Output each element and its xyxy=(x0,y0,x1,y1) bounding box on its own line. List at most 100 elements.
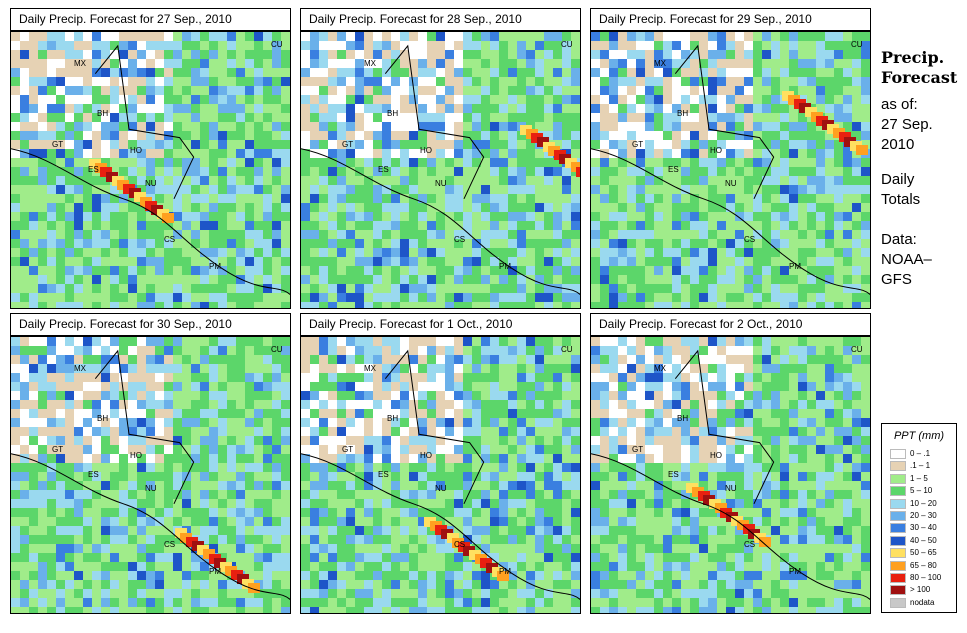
country-label: NU xyxy=(145,179,157,188)
forecast-panel: Daily Precip. Forecast for 28 Sep., 2010… xyxy=(300,8,581,309)
legend-swatch xyxy=(890,473,906,484)
country-label: CS xyxy=(454,540,466,549)
country-label: ES xyxy=(378,470,389,479)
country-label: PM xyxy=(209,567,221,576)
panel-title: Daily Precip. Forecast for 1 Oct., 2010 xyxy=(300,313,581,336)
country-label: NU xyxy=(435,179,447,188)
daily-totals-label: Daily Totals xyxy=(881,171,921,208)
legend-label: 80 – 100 xyxy=(910,573,942,582)
country-label: CS xyxy=(454,235,466,244)
country-label: CU xyxy=(561,40,573,49)
country-label: HO xyxy=(130,146,142,155)
legend-label: > 100 xyxy=(910,585,931,595)
legend-label: 1 – 5 xyxy=(910,473,928,483)
country-label: CS xyxy=(164,540,176,549)
country-label: GT xyxy=(632,140,644,149)
country-label: MX xyxy=(654,364,666,373)
legend-swatch xyxy=(890,486,906,497)
legend-swatch xyxy=(890,573,906,583)
legend-label: 40 – 50 xyxy=(910,535,937,545)
precip-grid xyxy=(11,32,290,308)
country-label: GT xyxy=(52,140,64,149)
country-label: CU xyxy=(851,40,863,49)
country-label: HO xyxy=(420,451,432,460)
legend-swatch xyxy=(890,597,906,608)
forecast-panel: Daily Precip. Forecast for 30 Sep., 2010… xyxy=(10,313,291,614)
country-label: BH xyxy=(97,414,109,423)
country-label: ES xyxy=(668,470,679,479)
country-label: CU xyxy=(271,40,283,49)
country-label: GT xyxy=(342,445,354,454)
forecast-panel: Daily Precip. Forecast for 1 Oct., 2010 M… xyxy=(300,313,581,614)
country-label: ES xyxy=(88,470,99,479)
precip-map: MX BH GT HO ES NU CS PM CU xyxy=(10,336,291,614)
country-label: HO xyxy=(710,146,722,155)
country-label: HO xyxy=(420,146,432,155)
legend-label: nodata xyxy=(910,597,935,607)
panel-title: Daily Precip. Forecast for 27 Sep., 2010 xyxy=(10,8,291,31)
country-label: NU xyxy=(435,484,447,493)
precip-grid xyxy=(11,337,290,613)
forecast-panel: Daily Precip. Forecast for 27 Sep., 2010… xyxy=(10,8,291,309)
country-label: ES xyxy=(378,165,389,174)
legend-label: .1 – 1 xyxy=(910,461,931,471)
precip-grid xyxy=(591,337,870,613)
country-label: MX xyxy=(364,364,376,373)
country-label: PM xyxy=(499,262,511,271)
precip-grid xyxy=(591,32,870,308)
legend-swatch xyxy=(890,585,906,596)
legend-label: 65 – 80 xyxy=(910,560,937,570)
legend-label: 5 – 10 xyxy=(910,486,933,496)
legend-swatch xyxy=(890,461,906,472)
precip-map: MX BH GT HO ES NU CS PM CU xyxy=(300,336,581,614)
legend-label: 10 – 20 xyxy=(910,498,937,508)
legend-title: PPT (mm) xyxy=(893,430,945,442)
country-label: NU xyxy=(145,484,157,493)
country-label: HO xyxy=(710,451,722,460)
forecast-panel: Daily Precip. Forecast for 2 Oct., 2010 M… xyxy=(590,313,871,614)
panel-title: Daily Precip. Forecast for 2 Oct., 2010 xyxy=(590,313,871,336)
legend-swatch xyxy=(890,449,906,459)
country-label: BH xyxy=(677,414,689,423)
legend-label: 0 – .1 xyxy=(910,449,931,458)
country-label: MX xyxy=(654,59,666,68)
legend-swatch xyxy=(890,560,906,571)
country-label: BH xyxy=(387,414,399,423)
country-label: NU xyxy=(725,484,737,493)
country-label: ES xyxy=(88,165,99,174)
legend-swatch xyxy=(890,535,906,546)
legend-swatch xyxy=(890,511,906,521)
precip-legend: PPT (mm) 0 – .1 .1 – 1 1 – 5 5 – 10 10 – 20 2… xyxy=(881,423,957,613)
country-label: BH xyxy=(677,109,689,118)
country-label: GT xyxy=(342,140,354,149)
country-label: GT xyxy=(632,445,644,454)
country-label: CS xyxy=(164,235,176,244)
forecast-title: Precip. Forecast xyxy=(881,48,958,87)
country-label: MX xyxy=(74,364,86,373)
legend-label: 50 – 65 xyxy=(910,548,937,558)
legend-swatch xyxy=(890,498,906,509)
precip-grid xyxy=(301,337,580,613)
country-label: PM xyxy=(789,262,801,271)
country-label: ES xyxy=(668,165,679,174)
precip-grid xyxy=(301,32,580,308)
country-label: NU xyxy=(725,179,737,188)
precip-map: MX BH GT HO ES NU CS PM CU xyxy=(300,31,581,309)
country-label: CU xyxy=(271,345,283,354)
country-label: CU xyxy=(561,345,573,354)
country-label: BH xyxy=(97,109,109,118)
panel-title: Daily Precip. Forecast for 29 Sep., 2010 xyxy=(590,8,871,31)
country-label: GT xyxy=(52,445,64,454)
panel-title: Daily Precip. Forecast for 28 Sep., 2010 xyxy=(300,8,581,31)
forecast-panel: Daily Precip. Forecast for 29 Sep., 2010… xyxy=(590,8,871,309)
as-of-date: as of: 27 Sep. 2010 xyxy=(881,96,933,153)
legend-swatch xyxy=(890,548,906,559)
country-label: PM xyxy=(789,567,801,576)
legend-label: 30 – 40 xyxy=(910,523,937,533)
legend-label: 20 – 30 xyxy=(910,511,937,520)
country-label: BH xyxy=(387,109,399,118)
country-label: MX xyxy=(74,59,86,68)
country-label: CU xyxy=(851,345,863,354)
precip-map: MX BH GT HO ES NU CS PM CU xyxy=(590,31,871,309)
country-label: CS xyxy=(744,235,756,244)
